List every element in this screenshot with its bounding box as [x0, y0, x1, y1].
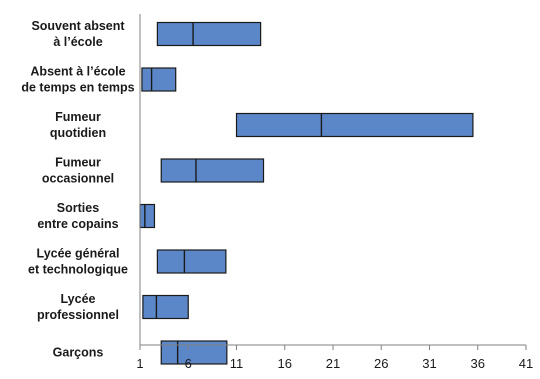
range-bars — [139, 21, 474, 365]
x-tick-label: 41 — [519, 356, 533, 371]
range-bar — [142, 294, 189, 320]
x-axis: 1 6 11 16 21 26 31 36 41 — [136, 14, 533, 371]
range-bar — [139, 203, 156, 229]
category-labels: Souvent absent à l’école Absent à l’école d… — [21, 19, 134, 360]
x-tick-label: 21 — [326, 356, 340, 371]
category-label: Fumeur occasionnel — [42, 156, 114, 186]
x-tick-label: 26 — [374, 356, 388, 371]
range-bar — [160, 158, 265, 183]
category-label: Garçons — [53, 346, 104, 360]
x-tick-label: 16 — [278, 356, 292, 371]
category-label: Sorties entre copains — [37, 201, 118, 231]
x-tick-label: 36 — [471, 356, 485, 371]
category-label: Fumeur quotidien — [50, 110, 106, 140]
x-tick-label: 1 — [136, 356, 143, 371]
x-tick-label: 31 — [422, 356, 436, 371]
range-bar — [235, 112, 474, 138]
range-bar — [156, 249, 227, 274]
range-bar — [160, 340, 228, 365]
x-tick-label: 11 — [230, 356, 244, 371]
category-label: Lycée général et technologique — [28, 247, 128, 277]
category-label: Absent à l’école de temps en temps — [21, 65, 134, 95]
range-bar — [141, 67, 177, 92]
x-tick-label: 6 — [185, 356, 192, 371]
category-label: Souvent absent à l’école — [31, 19, 125, 49]
range-bar — [156, 21, 262, 47]
category-label: Lycée professionnel — [37, 292, 119, 322]
